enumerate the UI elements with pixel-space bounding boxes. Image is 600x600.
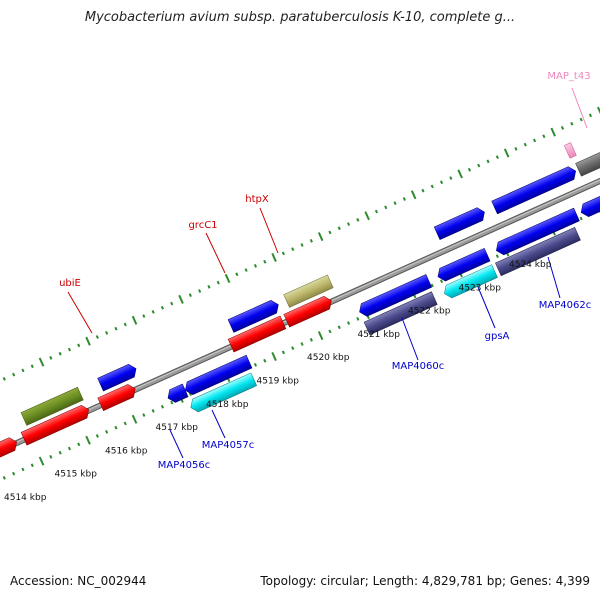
kbp-label: 4517 kbp xyxy=(156,423,199,433)
label-gpsA[interactable]: gpsA xyxy=(485,331,510,342)
leader-grcC1 xyxy=(205,232,226,274)
feature-red-a xyxy=(0,437,17,458)
leader-ubiE xyxy=(67,291,93,334)
feature-MAP4062c-navy xyxy=(495,227,581,277)
feature-gray xyxy=(575,145,600,177)
feature-MAP4060c-navy xyxy=(363,291,438,336)
feature-MAP4057c-blue xyxy=(185,354,253,395)
map-title: Mycobacterium avium subsp. paratuberculo… xyxy=(84,10,516,25)
feature-htpX-khaki xyxy=(283,274,334,308)
feature-red-b xyxy=(20,405,89,446)
kbp-label: 4516 kbp xyxy=(105,446,148,456)
label-MAP4056c[interactable]: MAP4056c xyxy=(158,460,210,471)
label-MAP4060c[interactable]: MAP4060c xyxy=(392,361,444,372)
feature-blue-c xyxy=(491,166,576,215)
feature-blue-rev-a xyxy=(167,383,189,403)
feature-red-c xyxy=(97,384,136,412)
leader-MAP4062c xyxy=(547,256,561,299)
feature-MAP4056c-cyan xyxy=(190,372,257,413)
feature-blue-a xyxy=(97,364,137,392)
feature-pink xyxy=(563,142,577,159)
label-ubiE[interactable]: ubiE xyxy=(59,278,81,289)
kbp-label: 4519 kbp xyxy=(257,377,300,387)
feature-gpsA-cyan xyxy=(444,264,498,299)
kbp-label: 4514 kbp xyxy=(4,493,47,503)
features-layer xyxy=(0,142,600,458)
label-MAP_t43[interactable]: MAP_t43 xyxy=(547,71,590,82)
feature-red-e xyxy=(283,295,332,328)
kbp-label: 4522 kbp xyxy=(408,307,451,317)
feature-MAP4060c-blue xyxy=(359,274,433,317)
feature-MAP4062c-blue xyxy=(496,207,580,256)
feature-red-d xyxy=(227,315,287,353)
kbp-label: 4524 kbp xyxy=(509,260,552,270)
genome-summary-text: Topology: circular; Length: 4,829,781 bp… xyxy=(260,574,590,588)
leader-MAP_t43 xyxy=(571,87,588,129)
kbp-label: 4518 kbp xyxy=(206,400,249,410)
leader-MAP4056c xyxy=(169,429,184,459)
leader-MAP4060c xyxy=(401,317,419,361)
label-MAP4062c[interactable]: MAP4062c xyxy=(539,300,591,311)
feature-gpsA-blue xyxy=(437,247,491,282)
kbp-label: 4520 kbp xyxy=(307,353,350,363)
label-htpX[interactable]: htpX xyxy=(245,194,269,205)
tick-track-outer xyxy=(2,106,600,381)
leader-MAP4057c xyxy=(211,409,226,439)
kbp-labels: 4514 kbp 4515 kbp 4516 kbp 4517 kbp 4518 kbp… xyxy=(4,260,552,503)
feature-blue-rev-f xyxy=(580,182,600,218)
kbp-label: 4521 kbp xyxy=(358,330,401,340)
label-MAP4057c[interactable]: MAP4057c xyxy=(202,440,254,451)
kbp-label: 4523 kbp xyxy=(459,283,502,293)
feature-grcC1-blue xyxy=(227,300,279,333)
leader-lines xyxy=(67,87,588,459)
feature-blue-b xyxy=(433,207,485,241)
accession-text: Accession: NC_002944 xyxy=(10,574,147,588)
gene-labels: ubiE grcC1 htpX MAP_t43 MAP4056c MAP4057… xyxy=(59,71,591,471)
leader-htpX xyxy=(259,207,279,254)
kbp-label: 4515 kbp xyxy=(55,470,98,480)
feature-ubiE-olive xyxy=(20,386,84,426)
label-grcC1[interactable]: grcC1 xyxy=(188,220,217,231)
leader-gpsA xyxy=(477,286,496,329)
